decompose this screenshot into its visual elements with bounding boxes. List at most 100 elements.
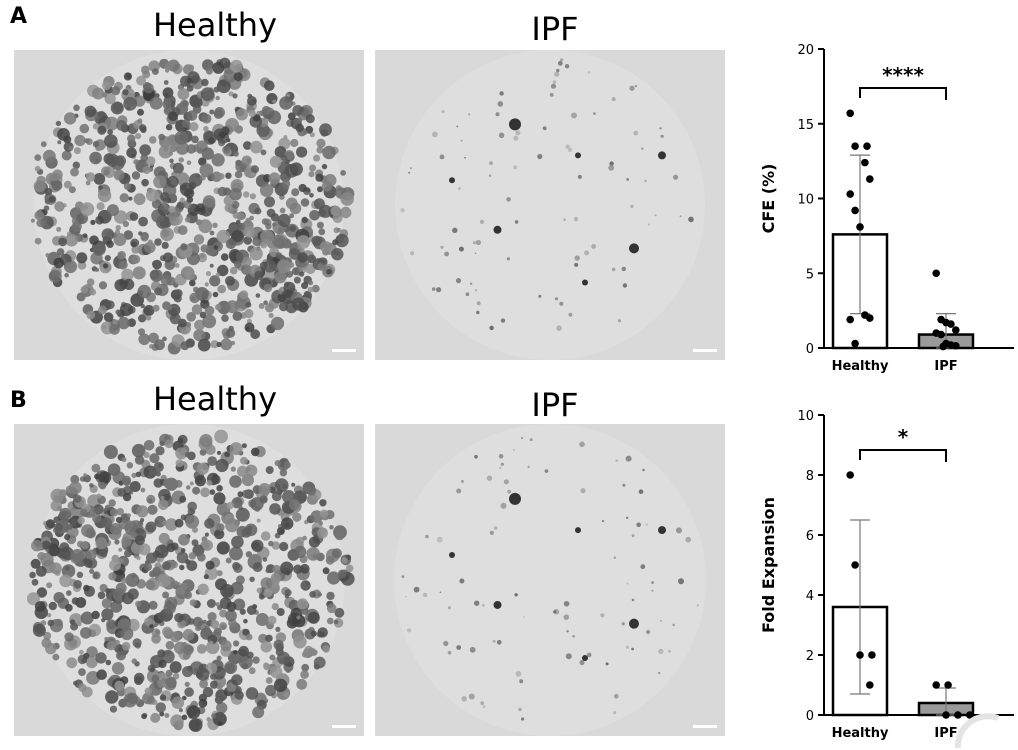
colony bbox=[500, 462, 504, 466]
colony bbox=[165, 518, 178, 531]
colony bbox=[245, 687, 259, 700]
colony bbox=[129, 212, 139, 221]
colony bbox=[294, 545, 307, 558]
colony bbox=[563, 614, 570, 620]
colony bbox=[85, 549, 97, 561]
colony bbox=[228, 91, 234, 97]
colony bbox=[439, 154, 445, 160]
colony bbox=[189, 122, 199, 132]
colony bbox=[216, 229, 231, 244]
colony bbox=[76, 571, 84, 578]
colony bbox=[202, 195, 216, 208]
colony bbox=[121, 475, 132, 485]
colony bbox=[326, 603, 337, 614]
colony bbox=[160, 677, 167, 684]
colony bbox=[121, 457, 127, 463]
significance-label: **** bbox=[882, 63, 924, 87]
colony bbox=[106, 240, 114, 248]
colony bbox=[105, 300, 115, 310]
colony bbox=[122, 89, 129, 96]
colony bbox=[334, 619, 339, 625]
colony bbox=[121, 641, 131, 651]
colony bbox=[54, 201, 65, 212]
colony bbox=[629, 85, 635, 91]
colony bbox=[34, 237, 42, 245]
colony bbox=[265, 634, 273, 642]
colony bbox=[277, 213, 291, 227]
colony bbox=[198, 698, 208, 708]
colony bbox=[295, 123, 304, 133]
colony bbox=[216, 341, 222, 348]
colony bbox=[309, 164, 317, 172]
scale-bar bbox=[332, 349, 356, 352]
colony bbox=[177, 437, 184, 444]
colony bbox=[265, 684, 277, 697]
data-point bbox=[846, 190, 854, 198]
colony bbox=[407, 628, 412, 633]
colony bbox=[283, 135, 288, 140]
colony bbox=[456, 488, 462, 494]
colony bbox=[216, 485, 223, 492]
large-colony bbox=[629, 243, 639, 254]
colony bbox=[175, 447, 188, 460]
data-point bbox=[866, 681, 874, 689]
colony bbox=[636, 522, 641, 528]
colony bbox=[613, 556, 616, 559]
colony bbox=[193, 98, 203, 108]
colony bbox=[340, 170, 346, 176]
y-axis-label: CFE (%) bbox=[759, 164, 778, 234]
colony bbox=[251, 165, 259, 174]
colony bbox=[42, 149, 56, 163]
colony bbox=[48, 601, 57, 611]
colony bbox=[472, 241, 476, 245]
data-point bbox=[952, 326, 960, 334]
colony bbox=[151, 674, 160, 683]
colony bbox=[186, 485, 191, 490]
colony bbox=[162, 252, 174, 263]
colony bbox=[233, 640, 240, 647]
colony bbox=[126, 147, 137, 159]
colony bbox=[239, 213, 246, 219]
colony bbox=[186, 110, 198, 121]
colony bbox=[422, 592, 428, 598]
colony bbox=[292, 105, 304, 116]
colony bbox=[54, 522, 63, 532]
colony bbox=[36, 587, 48, 598]
colony bbox=[319, 499, 327, 507]
colony bbox=[273, 639, 284, 650]
data-point bbox=[947, 320, 955, 328]
colony bbox=[179, 564, 185, 571]
colony bbox=[56, 226, 62, 232]
data-point bbox=[863, 142, 871, 150]
colony bbox=[193, 234, 205, 245]
well-field bbox=[394, 424, 706, 736]
colony bbox=[200, 87, 215, 102]
colony bbox=[289, 213, 295, 219]
colony bbox=[611, 97, 616, 102]
colony bbox=[145, 188, 159, 202]
colony bbox=[186, 85, 194, 92]
colony bbox=[302, 535, 307, 541]
data-point bbox=[932, 269, 940, 278]
colony bbox=[130, 241, 137, 248]
colony bbox=[140, 126, 147, 134]
colony bbox=[164, 439, 174, 449]
colony bbox=[192, 486, 201, 495]
colony bbox=[205, 271, 212, 277]
colony bbox=[57, 128, 70, 141]
colony bbox=[631, 598, 635, 602]
colony bbox=[201, 147, 214, 160]
data-point bbox=[846, 109, 854, 118]
colony bbox=[297, 252, 308, 263]
colony bbox=[64, 534, 71, 541]
colony bbox=[153, 175, 167, 189]
colony bbox=[81, 657, 88, 664]
large-colony bbox=[582, 655, 588, 661]
colony bbox=[336, 227, 341, 232]
colony bbox=[103, 263, 109, 269]
colony bbox=[251, 539, 264, 552]
colony bbox=[41, 540, 51, 550]
colony bbox=[135, 471, 142, 478]
colony bbox=[231, 497, 243, 509]
colony bbox=[317, 627, 328, 638]
